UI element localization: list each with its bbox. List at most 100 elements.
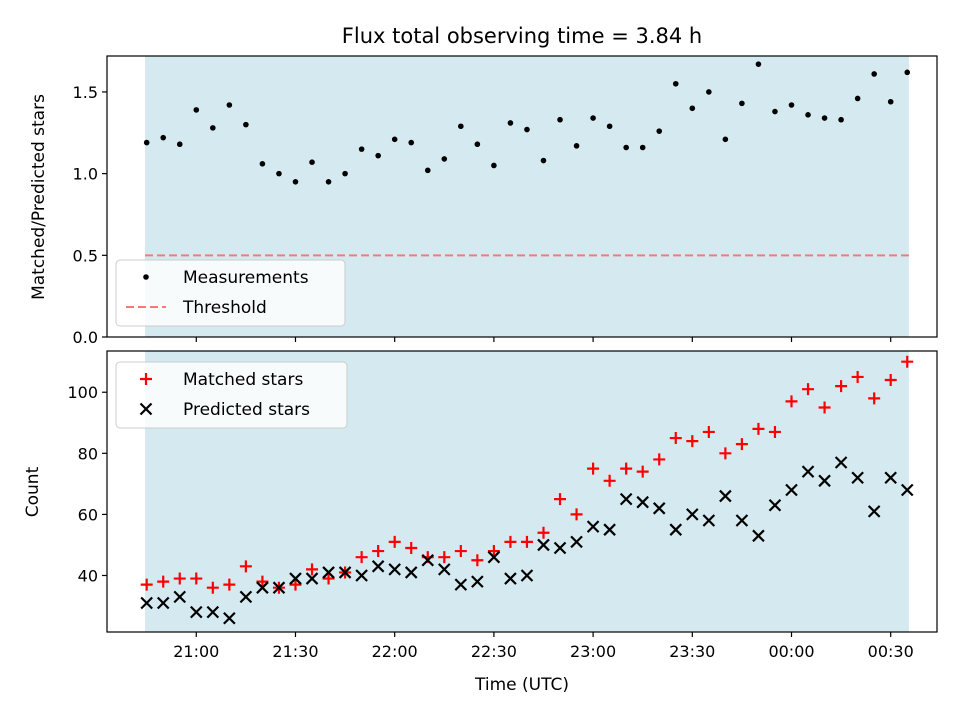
- count-predicted-point: [702, 514, 716, 527]
- count-axes-frame: [106, 350, 938, 633]
- count-matched-point: [190, 572, 203, 585]
- count-matched-point: [620, 462, 633, 475]
- count-y-tick-label: 60: [78, 505, 98, 524]
- count-predicted-point: [471, 575, 484, 588]
- ratio-legend-marker: [143, 274, 149, 280]
- count-predicted-point: [156, 596, 170, 610]
- count-predicted-point: [669, 523, 683, 536]
- count-predicted-point: [190, 605, 203, 619]
- ratio-y-tick-label: 0.0: [73, 328, 98, 347]
- ratio-measurement-point: [590, 115, 596, 121]
- count-x-tick-label: 00:00: [768, 642, 814, 661]
- ratio-measurement-point: [788, 102, 795, 108]
- count-matched-point: [901, 355, 914, 368]
- count-predicted-point: [223, 611, 236, 625]
- ratio-measurement-point: [540, 157, 547, 164]
- count-predicted-point: [570, 535, 583, 549]
- ratio-measurement-point: [606, 123, 613, 130]
- ratio-measurement-point: [904, 69, 911, 76]
- x-axis-label: Time (UTC): [474, 675, 569, 695]
- ratio-measurement-point: [325, 178, 332, 185]
- count-matched-point: [818, 401, 831, 414]
- count-matched-point: [487, 545, 500, 558]
- count-predicted-point: [338, 566, 352, 579]
- ratio-measurement-point: [871, 71, 877, 77]
- count-matched-point: [735, 438, 748, 451]
- count-predicted-point: [272, 581, 286, 594]
- count-predicted-point: [206, 605, 220, 619]
- ratio-measurement-point: [226, 102, 233, 108]
- ratio-measurement-point: [292, 178, 299, 185]
- count-predicted-point: [735, 514, 749, 527]
- count-matched-point: [140, 578, 153, 591]
- count-x-tick-label: 22:30: [471, 642, 517, 661]
- count-matched-point: [752, 422, 765, 435]
- ratio-measurement-point: [656, 128, 663, 134]
- count-matched-point: [686, 435, 699, 448]
- ratio-measurement-point: [557, 116, 563, 123]
- count-legend-box: [115, 361, 348, 429]
- ratio-y-axis-label: Matched/Predicted stars: [29, 94, 49, 300]
- count-predicted-point: [289, 572, 302, 585]
- count-y-tick-label: 100: [67, 383, 98, 402]
- count-predicted-point: [371, 560, 385, 573]
- ratio-measurement-point: [160, 134, 167, 141]
- ratio-measurement-point: [408, 139, 415, 146]
- count-matched-point: [372, 545, 385, 558]
- count-predicted-point: [322, 566, 335, 579]
- ratio-measurement-point: [309, 159, 315, 165]
- count-predicted-point: [752, 529, 765, 543]
- count-predicted-point: [768, 498, 782, 512]
- ratio-measurement-point: [176, 141, 183, 148]
- ratio-measurement-point: [441, 156, 448, 162]
- count-y-tick-label: 80: [78, 444, 98, 463]
- count-matched-point: [471, 554, 484, 567]
- ratio-legend-label: Measurements: [183, 268, 309, 288]
- count-matched-point: [173, 572, 186, 585]
- ratio-measurement-point: [739, 100, 745, 107]
- ratio-measurement-point: [722, 136, 729, 143]
- ratio-axes-frame: [106, 55, 938, 338]
- count-predicted-point: [900, 483, 914, 497]
- ratio-y-tick-label: 1.0: [73, 165, 98, 184]
- count-predicted-point: [801, 465, 815, 478]
- count-panel: 40 60 80 100 21:00 21:30 22:00 22:30 23:00 23:30 0…: [67, 350, 938, 661]
- count-matched-point: [206, 581, 219, 594]
- count-matched-point: [835, 380, 848, 393]
- count-predicted-point: [256, 581, 269, 594]
- count-predicted-point: [404, 566, 418, 579]
- ratio-measurement-point: [491, 162, 497, 169]
- count-x-tick-label: 22:00: [372, 642, 418, 661]
- count-predicted-point: [504, 572, 517, 585]
- ratio-measurement-point: [573, 143, 580, 149]
- count-predicted-point: [603, 523, 616, 536]
- count-predicted-point: [619, 492, 633, 506]
- count-legend-marker: [139, 402, 153, 416]
- ratio-measurement-point: [838, 116, 844, 123]
- ratio-measurement-point: [689, 105, 696, 112]
- count-matched-point: [405, 542, 418, 555]
- count-y-tick-label: 40: [78, 566, 98, 585]
- count-matched-point: [554, 493, 567, 506]
- count-predicted-point: [867, 505, 881, 518]
- count-predicted-point: [652, 502, 666, 515]
- count-x-tick-label: 21:00: [173, 642, 219, 661]
- ratio-measurement-point: [342, 170, 348, 177]
- count-x-tick-label: 00:30: [868, 642, 914, 661]
- ratio-measurement-point: [623, 144, 629, 151]
- count-matched-point: [603, 474, 616, 487]
- ratio-legend-label: Threshold: [182, 298, 267, 318]
- ratio-measurement-point: [276, 170, 282, 177]
- count-matched-point: [653, 453, 666, 466]
- count-predicted-point: [834, 456, 848, 469]
- ratio-legend-box: [115, 259, 346, 327]
- ratio-y-tick-label: 0.5: [73, 246, 98, 265]
- ratio-panel: 0.0 0.5 1.0 1.5 Measurements Threshold: [73, 55, 938, 347]
- count-predicted-point: [487, 550, 501, 564]
- ratio-measurement-point: [821, 115, 828, 121]
- count-matched-point: [636, 465, 649, 478]
- ratio-measurement-point: [524, 126, 530, 133]
- count-predicted-point: [851, 471, 864, 485]
- count-x-tick-label: 21:30: [272, 642, 318, 661]
